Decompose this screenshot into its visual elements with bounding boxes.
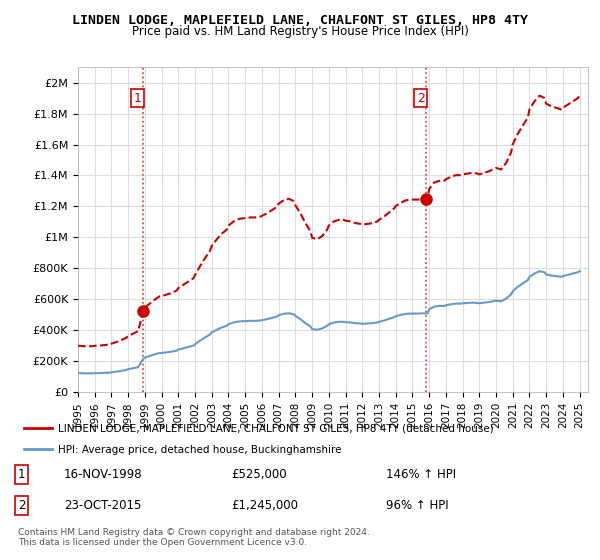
Text: HPI: Average price, detached house, Buckinghamshire: HPI: Average price, detached house, Buck…: [58, 445, 341, 455]
Text: 2: 2: [18, 498, 25, 512]
Text: Price paid vs. HM Land Registry's House Price Index (HPI): Price paid vs. HM Land Registry's House …: [131, 25, 469, 38]
Text: 16-NOV-1998: 16-NOV-1998: [64, 468, 142, 481]
Text: 2: 2: [417, 92, 425, 105]
Text: 96% ↑ HPI: 96% ↑ HPI: [386, 498, 449, 512]
Text: 146% ↑ HPI: 146% ↑ HPI: [386, 468, 457, 481]
Text: 1: 1: [134, 92, 142, 105]
Text: LINDEN LODGE, MAPLEFIELD LANE, CHALFONT ST GILES, HP8 4TY: LINDEN LODGE, MAPLEFIELD LANE, CHALFONT …: [72, 14, 528, 27]
Text: £1,245,000: £1,245,000: [231, 498, 298, 512]
Text: 1: 1: [18, 468, 25, 481]
Text: Contains HM Land Registry data © Crown copyright and database right 2024.
This d: Contains HM Land Registry data © Crown c…: [18, 528, 370, 547]
Text: 23-OCT-2015: 23-OCT-2015: [64, 498, 141, 512]
Text: LINDEN LODGE, MAPLEFIELD LANE, CHALFONT ST GILES, HP8 4TY (detached house): LINDEN LODGE, MAPLEFIELD LANE, CHALFONT …: [58, 424, 494, 433]
Text: £525,000: £525,000: [231, 468, 287, 481]
